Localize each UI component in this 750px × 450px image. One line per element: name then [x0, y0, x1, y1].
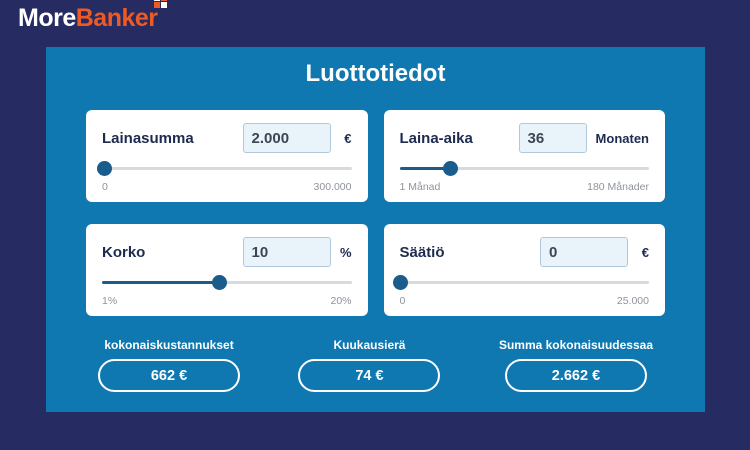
loan-term-slider[interactable] [399, 161, 649, 176]
total-costs-result: kokonaiskustannukset 662 € [98, 338, 240, 392]
deposit-slider-handle[interactable] [393, 275, 409, 290]
monthly-payment-pill: 74 € [298, 359, 441, 392]
logo-text-more: More [18, 4, 76, 32]
loan-term-max: 180 Månader [587, 181, 649, 193]
deposit-max: 25.000 [616, 295, 649, 307]
loan-amount-slider[interactable] [97, 161, 352, 176]
interest-rate-min: 1% [102, 295, 118, 307]
total-costs-label: kokonaiskustannukset [104, 338, 234, 352]
interest-rate-input[interactable] [242, 237, 331, 267]
interest-rate-slider-handle[interactable] [211, 275, 227, 290]
loan-amount-min: 0 [102, 181, 108, 193]
loan-amount-max: 300.000 [313, 181, 352, 193]
loan-amount-slider-handle[interactable] [97, 161, 112, 176]
total-sum-result: Summa kokonaisuudessaa 2.662 € [499, 338, 653, 392]
interest-rate-label: Korko [102, 243, 146, 261]
interest-rate-unit: % [339, 244, 352, 260]
deposit-card: Säätiö € 0 25.000 [383, 224, 665, 316]
slider-cards: Lainasumma € 0 300.000 Laina-aika Monate… [46, 110, 705, 316]
loan-amount-card: Lainasumma € 0 300.000 [86, 110, 368, 202]
deposit-label: Säätiö [399, 243, 445, 261]
deposit-input[interactable] [540, 237, 628, 267]
results-row: kokonaiskustannukset 662 € Kuukausierä 7… [46, 338, 705, 392]
loan-term-unit: Monaten [595, 130, 649, 146]
total-costs-pill: 662 € [98, 359, 240, 392]
loan-calculator-panel: Luottotiedot Lainasumma € 0 300.000 Lain… [46, 47, 705, 412]
loan-amount-input[interactable] [242, 123, 331, 153]
deposit-slider[interactable] [393, 275, 649, 290]
deposit-min: 0 [399, 295, 406, 307]
interest-rate-slider[interactable] [102, 275, 352, 290]
loan-amount-label: Lainasumma [102, 129, 194, 147]
morebanker-logo[interactable]: MoreBanker [18, 0, 171, 33]
total-sum-label: Summa kokonaisuudessaa [498, 338, 653, 352]
interest-rate-card: Korko % 1% 20% [86, 224, 368, 316]
monthly-payment-result: Kuukausierä 74 € [298, 338, 441, 392]
loan-term-label: Laina-aika [399, 129, 473, 147]
logo-squares-icon [153, 0, 167, 8]
loan-term-min: 1 Månad [399, 181, 441, 193]
panel-title: Luottotiedot [305, 60, 446, 87]
loan-term-input[interactable] [518, 123, 587, 153]
loan-term-slider-handle[interactable] [443, 161, 459, 176]
deposit-unit: € [641, 244, 649, 260]
loan-amount-unit: € [344, 130, 352, 146]
logo-text-banker: Banker [75, 4, 158, 32]
loan-term-card: Laina-aika Monaten 1 Månad 180 Månader [383, 110, 665, 202]
monthly-payment-label: Kuukausierä [333, 338, 406, 352]
interest-rate-max: 20% [330, 295, 352, 307]
total-sum-pill: 2.662 € [504, 359, 647, 392]
